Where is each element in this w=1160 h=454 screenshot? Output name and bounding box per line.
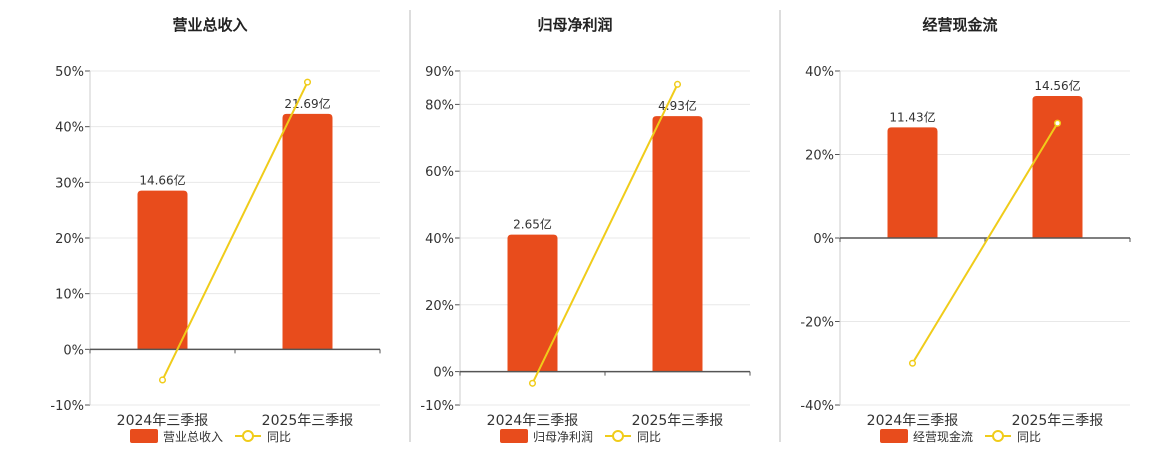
y-tick-label: -10%	[420, 399, 454, 414]
bar-value-label: 11.43亿	[889, 109, 935, 124]
legend-line-marker	[242, 430, 254, 442]
y-tick-label: 80%	[425, 98, 454, 113]
chart-title: 营业总收入	[172, 16, 247, 34]
y-tick-label: 0%	[433, 366, 454, 381]
x-category-label: 2025年三季报	[262, 413, 354, 429]
chart-panel-3: 经营现金流 -40% -20% 0% 20% 40% 11.43亿 14.56亿 2024年三季…	[800, 16, 1131, 444]
x-category-label: 2025年三季报	[632, 413, 724, 429]
bar	[137, 190, 188, 350]
bar	[1032, 96, 1083, 238]
bar	[652, 116, 703, 372]
y-tick-label: 10%	[55, 288, 84, 303]
legend-bar-swatch	[500, 429, 528, 443]
chart-panel-1: 营业总收入 -10% 0% 10% 20% 30% 40% 50% 14.66亿 21.69亿 20…	[50, 16, 381, 444]
yoy-line	[161, 81, 309, 381]
legend-bar-label: 归母净利润	[533, 430, 593, 444]
yoy-point	[528, 379, 537, 387]
yoy-point	[908, 359, 917, 367]
legend-line-label: 同比	[267, 430, 291, 444]
x-category-label: 2024年三季报	[117, 413, 209, 429]
yoy-point	[673, 80, 682, 88]
y-tick-label: 20%	[55, 232, 84, 247]
bar-value-label: 14.56亿	[1034, 78, 1080, 93]
chart-title: 经营现金流	[922, 16, 997, 34]
yoy-line	[531, 83, 679, 384]
yoy-point	[158, 376, 167, 384]
legend-line-marker	[612, 430, 624, 442]
legend-bar-label: 经营现金流	[913, 429, 973, 444]
bar-value-label: 21.69亿	[284, 96, 330, 111]
y-tick-label: 20%	[805, 149, 834, 164]
legend-line-label: 同比	[637, 430, 661, 444]
y-tick-label: 40%	[55, 121, 84, 136]
chart-panel-2: 归母净利润 -10% 0% 20% 40% 60% 80% 90% 2.65亿 4.93亿 2024…	[420, 16, 751, 444]
y-tick-label: 0%	[813, 232, 834, 247]
y-tick-label: -10%	[50, 399, 84, 414]
bar	[887, 127, 938, 238]
y-tick-label: 90%	[425, 65, 454, 80]
y-tick-label: -40%	[800, 399, 834, 414]
yoy-point	[303, 78, 312, 86]
y-tick-label: 40%	[805, 65, 834, 80]
bar-value-label: 14.66亿	[139, 173, 185, 188]
x-category-label: 2024年三季报	[487, 413, 579, 429]
legend-line-label: 同比	[1017, 430, 1041, 444]
y-tick-label: 20%	[425, 299, 454, 314]
legend-line-marker	[992, 430, 1004, 442]
legend-bar-swatch	[130, 429, 158, 443]
bar	[282, 113, 333, 350]
y-tick-label: -20%	[800, 316, 834, 331]
yoy-line	[911, 122, 1059, 364]
x-category-label: 2025年三季报	[1012, 413, 1104, 429]
bar-value-label: 4.93亿	[658, 98, 697, 113]
y-tick-label: 60%	[425, 165, 454, 180]
y-tick-label: 50%	[55, 65, 84, 80]
x-category-label: 2024年三季报	[867, 413, 959, 429]
legend-bar-label: 营业总收入	[163, 430, 223, 444]
bar	[507, 234, 558, 372]
y-tick-label: 30%	[55, 176, 84, 191]
y-tick-label: 0%	[63, 343, 84, 358]
y-tick-label: 40%	[425, 232, 454, 247]
chart-title: 归母净利润	[537, 16, 612, 34]
legend-bar-swatch	[880, 429, 908, 443]
yoy-point	[1053, 119, 1062, 127]
bar-value-label: 2.65亿	[513, 217, 552, 232]
